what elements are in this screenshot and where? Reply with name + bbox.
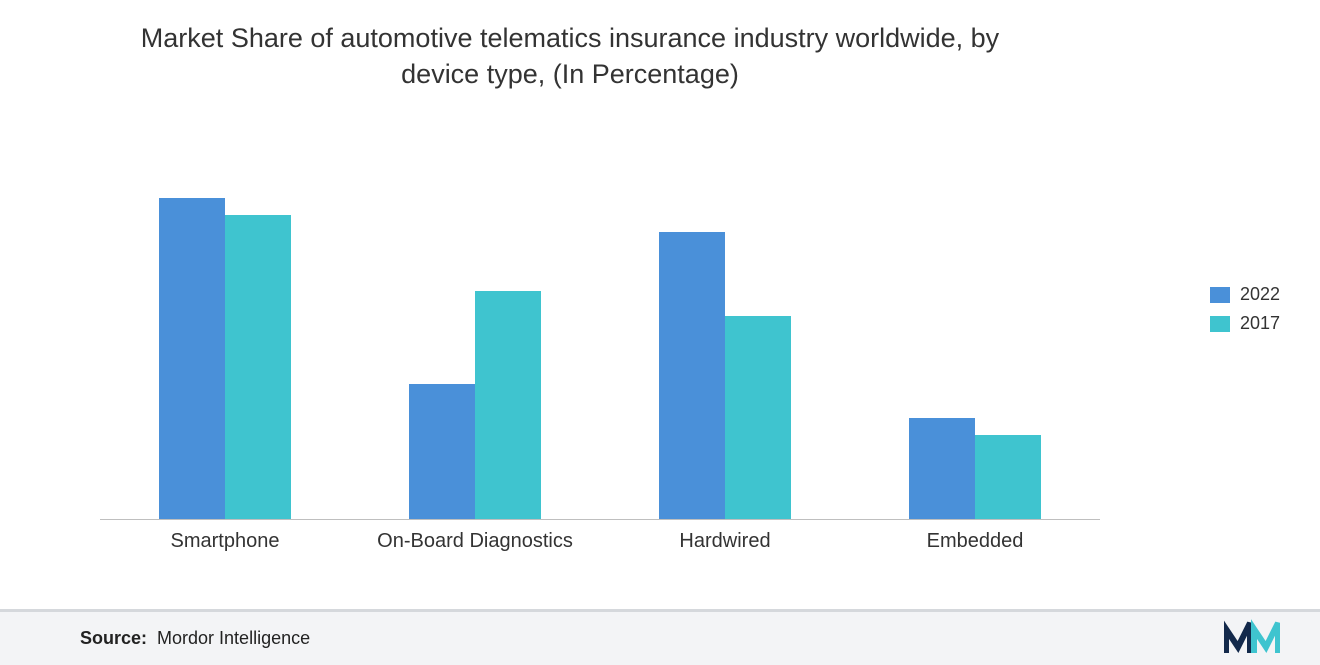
legend-label: 2017 <box>1240 313 1280 334</box>
legend-swatch <box>1210 287 1230 303</box>
mordor-logo-icon <box>1224 617 1280 655</box>
bar <box>975 435 1041 519</box>
x-axis-label: Embedded <box>875 530 1075 553</box>
bar-group <box>375 291 575 519</box>
legend: 2022 2017 <box>1210 284 1280 334</box>
bar-group <box>625 232 825 519</box>
source-bar: Source: Mordor Intelligence <box>0 609 1320 665</box>
bar <box>159 198 225 519</box>
chart-title: Market Share of automotive telematics in… <box>0 20 1140 93</box>
bar <box>225 215 291 519</box>
x-axis-label: On-Board Diagnostics <box>375 530 575 553</box>
x-axis-labels: Smartphone On-Board Diagnostics Hardwired E… <box>100 530 1100 560</box>
bar <box>725 316 791 519</box>
bar <box>409 384 475 519</box>
x-axis-label: Hardwired <box>625 530 825 553</box>
x-axis-label: Smartphone <box>125 530 325 553</box>
bar <box>659 232 725 519</box>
bar-group <box>125 198 325 519</box>
source-label: Source: <box>80 628 147 649</box>
legend-label: 2022 <box>1240 284 1280 305</box>
plot-area <box>100 140 1100 520</box>
legend-item: 2022 <box>1210 284 1280 305</box>
source-value: Mordor Intelligence <box>157 628 310 649</box>
legend-item: 2017 <box>1210 313 1280 334</box>
bar-group <box>875 418 1075 519</box>
legend-swatch <box>1210 316 1230 332</box>
bar <box>909 418 975 519</box>
bar <box>475 291 541 519</box>
